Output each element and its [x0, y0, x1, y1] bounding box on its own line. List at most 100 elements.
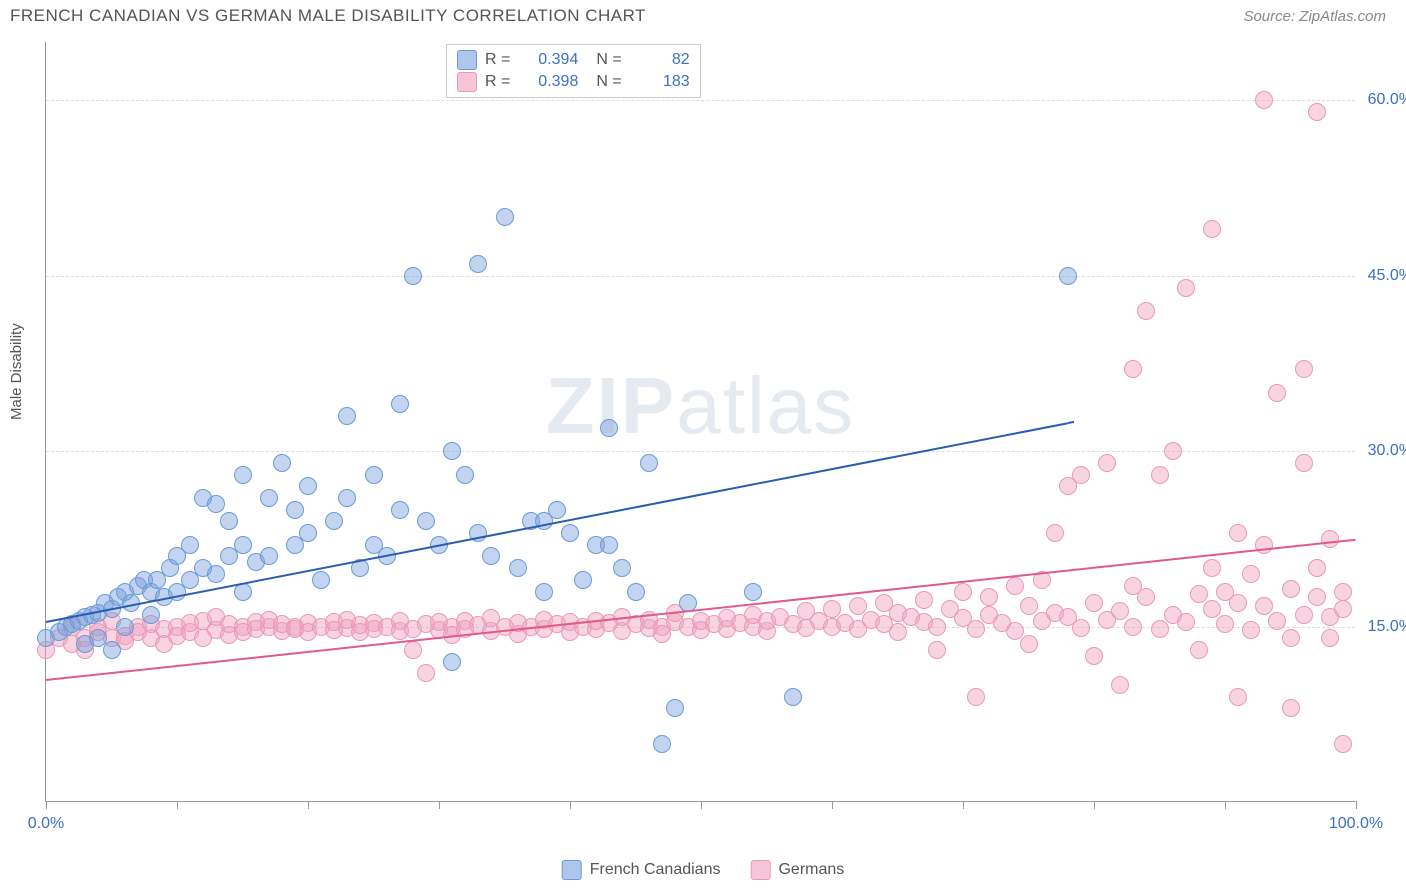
legend-swatch: [562, 860, 582, 880]
data-point: [1334, 600, 1352, 618]
data-point: [928, 641, 946, 659]
data-point: [1137, 588, 1155, 606]
chart-title: FRENCH CANADIAN VS GERMAN MALE DISABILIT…: [10, 6, 646, 26]
data-point: [181, 536, 199, 554]
data-point: [640, 454, 658, 472]
x-tick: [177, 801, 178, 809]
n-value: 183: [634, 73, 690, 91]
data-point: [600, 536, 618, 554]
data-point: [1072, 466, 1090, 484]
data-point: [1308, 103, 1326, 121]
x-tick: [570, 801, 571, 809]
legend-label: French Canadians: [590, 861, 721, 879]
data-point: [928, 618, 946, 636]
data-point: [1151, 466, 1169, 484]
data-point: [391, 395, 409, 413]
data-point: [404, 267, 422, 285]
data-point: [325, 512, 343, 530]
data-point: [116, 618, 134, 636]
x-tick: [308, 801, 309, 809]
data-point: [469, 255, 487, 273]
data-point: [1203, 600, 1221, 618]
data-point: [417, 664, 435, 682]
x-tick: [963, 801, 964, 809]
data-point: [338, 407, 356, 425]
data-point: [1124, 360, 1142, 378]
data-point: [1268, 612, 1286, 630]
data-point: [967, 688, 985, 706]
data-point: [1203, 220, 1221, 238]
data-point: [954, 583, 972, 601]
data-point: [260, 547, 278, 565]
data-point: [273, 454, 291, 472]
r-value: 0.398: [522, 73, 578, 91]
data-point: [299, 524, 317, 542]
data-point: [312, 571, 330, 589]
x-tick-label: 100.0%: [1329, 815, 1383, 833]
data-point: [1242, 565, 1260, 583]
data-point: [1282, 580, 1300, 598]
data-point: [548, 501, 566, 519]
data-point: [1255, 91, 1273, 109]
y-tick-label: 30.0%: [1368, 442, 1406, 460]
gridline: [46, 451, 1355, 452]
data-point: [1020, 635, 1038, 653]
data-point: [260, 489, 278, 507]
series-swatch: [457, 72, 477, 92]
y-axis-label: Male Disability: [8, 323, 25, 420]
data-point: [234, 466, 252, 484]
stats-row: R =0.398N =183: [457, 71, 690, 93]
data-point: [417, 512, 435, 530]
data-point: [1124, 618, 1142, 636]
data-point: [613, 559, 631, 577]
data-point: [1229, 688, 1247, 706]
series-swatch: [457, 50, 477, 70]
legend-item: Germans: [750, 860, 844, 880]
x-tick: [1356, 801, 1357, 809]
data-point: [1242, 621, 1260, 639]
x-tick: [439, 801, 440, 809]
chart-header: FRENCH CANADIAN VS GERMAN MALE DISABILIT…: [0, 0, 1406, 30]
data-point: [1111, 676, 1129, 694]
x-tick: [832, 801, 833, 809]
trend-line: [46, 539, 1356, 681]
data-point: [1321, 530, 1339, 548]
data-point: [1085, 647, 1103, 665]
y-tick-label: 45.0%: [1368, 267, 1406, 285]
data-point: [1059, 267, 1077, 285]
data-point: [1308, 588, 1326, 606]
legend-label: Germans: [778, 861, 844, 879]
x-tick: [701, 801, 702, 809]
data-point: [600, 419, 618, 437]
data-point: [1229, 524, 1247, 542]
data-point: [391, 501, 409, 519]
data-point: [1072, 619, 1090, 637]
data-point: [1098, 454, 1116, 472]
data-point: [443, 442, 461, 460]
data-point: [496, 208, 514, 226]
data-point: [1295, 606, 1313, 624]
data-point: [482, 547, 500, 565]
n-value: 82: [634, 51, 690, 69]
data-point: [1006, 577, 1024, 595]
data-point: [1216, 615, 1234, 633]
data-point: [1295, 454, 1313, 472]
data-point: [666, 699, 684, 717]
data-point: [404, 641, 422, 659]
legend-swatch: [750, 860, 770, 880]
data-point: [207, 495, 225, 513]
data-point: [103, 641, 121, 659]
data-point: [1229, 594, 1247, 612]
data-point: [1190, 585, 1208, 603]
data-point: [574, 571, 592, 589]
x-tick: [46, 801, 47, 809]
n-label: N =: [596, 51, 621, 69]
data-point: [535, 583, 553, 601]
scatter-chart: ZIPatlas R =0.394N =82R =0.398N =183 15.…: [45, 42, 1355, 802]
data-point: [1255, 597, 1273, 615]
data-point: [207, 565, 225, 583]
x-tick: [1094, 801, 1095, 809]
data-point: [967, 620, 985, 638]
n-label: N =: [596, 73, 621, 91]
data-point: [744, 583, 762, 601]
